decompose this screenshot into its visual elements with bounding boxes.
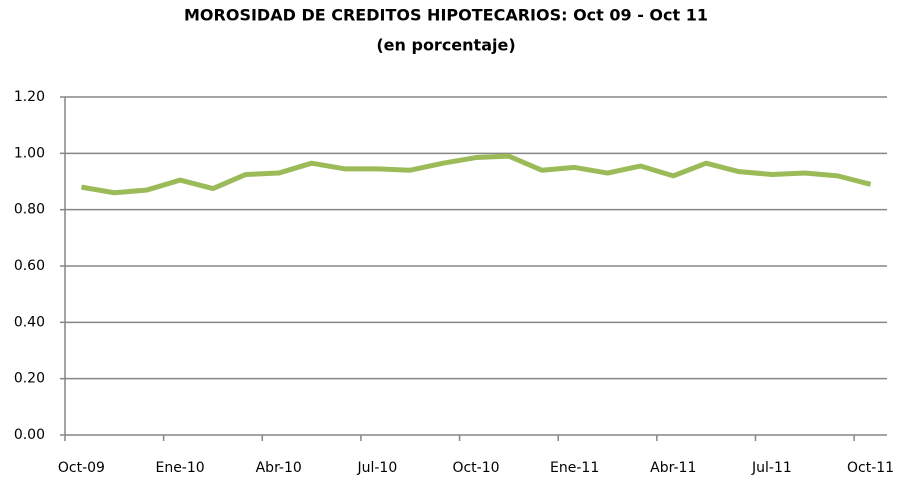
- y-tick-label: 0.00: [14, 427, 45, 443]
- x-tick-label: Ene-11: [550, 460, 599, 476]
- chart-subtitle: (en porcentaje): [376, 36, 515, 55]
- y-tick-label: 0.20: [14, 371, 45, 387]
- x-tick-label: Oct-11: [847, 460, 894, 476]
- y-tick-label: 1.20: [14, 89, 45, 105]
- x-tick-label: Jul-11: [751, 460, 792, 476]
- y-tick-label: 0.60: [14, 258, 45, 274]
- x-tick-label: Oct-09: [58, 460, 105, 476]
- x-tick-label: Jul-10: [356, 460, 397, 476]
- x-tick-label: Abr-10: [256, 460, 302, 476]
- y-tick-label: 0.80: [14, 202, 45, 218]
- data-line: [81, 153, 872, 196]
- x-tick-label: Ene-10: [155, 460, 204, 476]
- y-tick-label: 0.40: [14, 314, 45, 330]
- y-tick-label: 1.00: [14, 145, 45, 161]
- x-tick-label: Oct-10: [452, 460, 499, 476]
- x-tick-label: Abr-11: [650, 460, 696, 476]
- chart-title: MOROSIDAD DE CREDITOS HIPOTECARIOS: Oct …: [184, 6, 708, 25]
